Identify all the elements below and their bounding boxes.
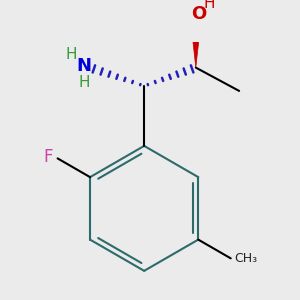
Text: O: O [191,5,207,23]
Text: F: F [43,148,52,166]
Text: CH₃: CH₃ [234,252,257,265]
Text: H: H [78,75,90,90]
Polygon shape [190,14,202,68]
Text: N: N [77,57,92,75]
Text: H: H [203,0,215,11]
Text: H: H [66,47,77,62]
